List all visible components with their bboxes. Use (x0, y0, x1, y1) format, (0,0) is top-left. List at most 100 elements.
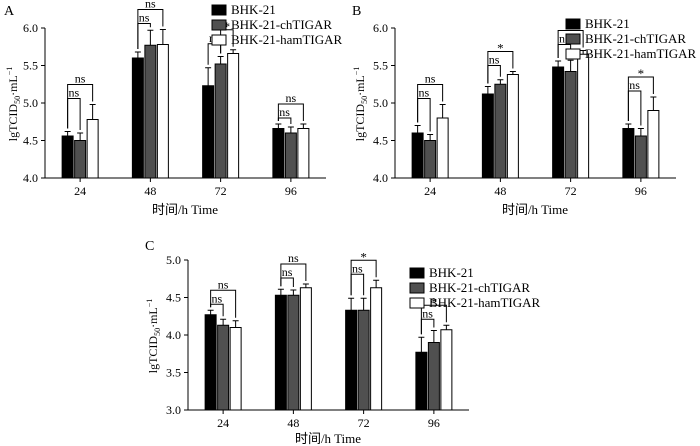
legend: BHK-21 BHK-21-chTIGAR BHK-21-hamTIGAR (211, 2, 343, 47)
y-label-main: lgTCID (6, 104, 20, 142)
y-tick-label: 5.0 (166, 253, 181, 267)
legend-label: BHK-21-hamTIGAR (585, 46, 697, 61)
significance-bracket (487, 51, 514, 84)
x-tick-label: 72 (565, 184, 577, 198)
legend-swatch (565, 48, 581, 60)
bar-bhk21 (272, 128, 285, 179)
y-tick-label: 3.0 (166, 403, 181, 417)
significance-label: ns (145, 0, 156, 11)
bar-hamtigar (297, 128, 310, 179)
bar-chtigar (564, 71, 577, 179)
significance-bracket (627, 76, 654, 121)
significance-label: ns (212, 291, 223, 305)
x-axis-label: 时间/h Time (502, 202, 568, 217)
y-tick-label: 4.5 (166, 291, 181, 305)
significance-label: ns (629, 78, 640, 92)
legend-label: BHK-21-chTIGAR (429, 280, 530, 295)
bar-bhk21 (622, 128, 635, 179)
significance-label: ns (286, 91, 297, 105)
legend-swatch (211, 34, 227, 46)
bar-hamtigar (370, 287, 383, 411)
significance-bracket (210, 289, 237, 318)
panel-a: A 4.04.55.05.56.024487296nsnsnsnsns*nsns… (4, 0, 343, 217)
bar-chtigar (357, 309, 370, 411)
bar-bhk21 (202, 85, 215, 179)
bar-hamtigar (506, 74, 519, 179)
bar-hamtigar (647, 110, 660, 179)
legend-item: BHK-21-hamTIGAR (565, 46, 697, 61)
significance-label: * (497, 41, 504, 56)
bar-bhk21 (552, 66, 565, 179)
legend-item: BHK-21-chTIGAR (565, 31, 686, 46)
y-label-main: lgTCID (146, 336, 160, 374)
x-tick-label: 48 (494, 184, 506, 198)
significance-bracket (420, 304, 447, 335)
significance-label: * (360, 249, 367, 264)
legend-label: BHK-21 (231, 2, 276, 17)
legend-swatch (409, 267, 425, 279)
significance-label: ns (139, 11, 150, 25)
bar-hamtigar (229, 327, 242, 411)
significance-bracket (557, 30, 584, 58)
significance-bracket (350, 273, 365, 296)
significance-label: ns (279, 105, 290, 119)
bar-chtigar (144, 44, 157, 179)
significance-label: ns (218, 277, 229, 291)
bar-chtigar (634, 135, 647, 179)
significance-label: ns (419, 86, 430, 100)
significance-label: ns (489, 53, 500, 67)
significance-bracket (207, 43, 222, 65)
bar-bhk21 (204, 314, 217, 411)
x-tick-label: 24 (424, 184, 436, 198)
y-label-subscript: 50 (13, 96, 22, 104)
significance-label: * (431, 294, 438, 309)
bar-bhk21 (274, 294, 287, 411)
bar-bhk21 (481, 93, 494, 179)
legend-label: BHK-21 (585, 16, 630, 31)
panel-b: B 4.04.55.05.56.024487296nsnsns*nsnsns* … (352, 4, 697, 217)
legend-label: BHK-21-chTIGAR (231, 17, 332, 32)
y-label-superscript: −1 (5, 67, 14, 76)
legend-item: BHK-21-chTIGAR (409, 280, 530, 295)
y-tick-label: 4.0 (166, 328, 181, 342)
legend-swatch (211, 19, 227, 31)
legend-item: BHK-21-chTIGAR (211, 17, 332, 32)
bar-bhk21 (61, 135, 74, 179)
legend-item: BHK-21 (565, 16, 630, 31)
panel-c: C 3.03.54.04.55.024 48 72 96nsnsnsnsns*ns* … (145, 239, 541, 446)
y-tick-label: 4.5 (23, 134, 38, 148)
y-axis-label: lgTCID50·mL−1 (5, 67, 22, 142)
y-tick-label: 5.0 (373, 96, 388, 110)
panel-letter: A (4, 4, 15, 19)
legend-swatch (211, 4, 227, 16)
x-axis-label: 时间/h Time (152, 202, 218, 217)
significance-label: * (224, 19, 231, 34)
significance-bracket (67, 98, 81, 130)
significance-label: ns (559, 32, 570, 46)
bar-chtigar (427, 342, 440, 411)
x-axis-label: 时间/h Time (295, 431, 361, 446)
y-label-subscript: 50 (153, 328, 162, 336)
significance-bracket (420, 318, 435, 335)
y-label-unit: ·mL (146, 307, 160, 328)
legend-item: BHK-21 (211, 2, 276, 17)
legend-swatch (565, 33, 581, 45)
x-tick-label: 24 (74, 184, 86, 198)
x-tick-label: 96 (428, 416, 440, 430)
x-tick-label: 96 (635, 184, 647, 198)
significance-bracket (417, 84, 444, 123)
significance-bracket (417, 98, 431, 132)
bar-bhk21 (345, 309, 358, 411)
bar-hamtigar (227, 53, 240, 179)
y-axis-label: lgTCID50·mL−1 (352, 67, 369, 142)
significance-label: ns (422, 306, 433, 320)
bar-chtigar (494, 83, 507, 179)
y-axis-label: lgTCID50·mL−1 (145, 299, 162, 374)
y-tick-label: 4.0 (373, 171, 388, 185)
significance-label: * (638, 66, 645, 81)
y-label-unit: ·mL (6, 75, 20, 96)
x-tick-label: 72 (358, 416, 370, 430)
